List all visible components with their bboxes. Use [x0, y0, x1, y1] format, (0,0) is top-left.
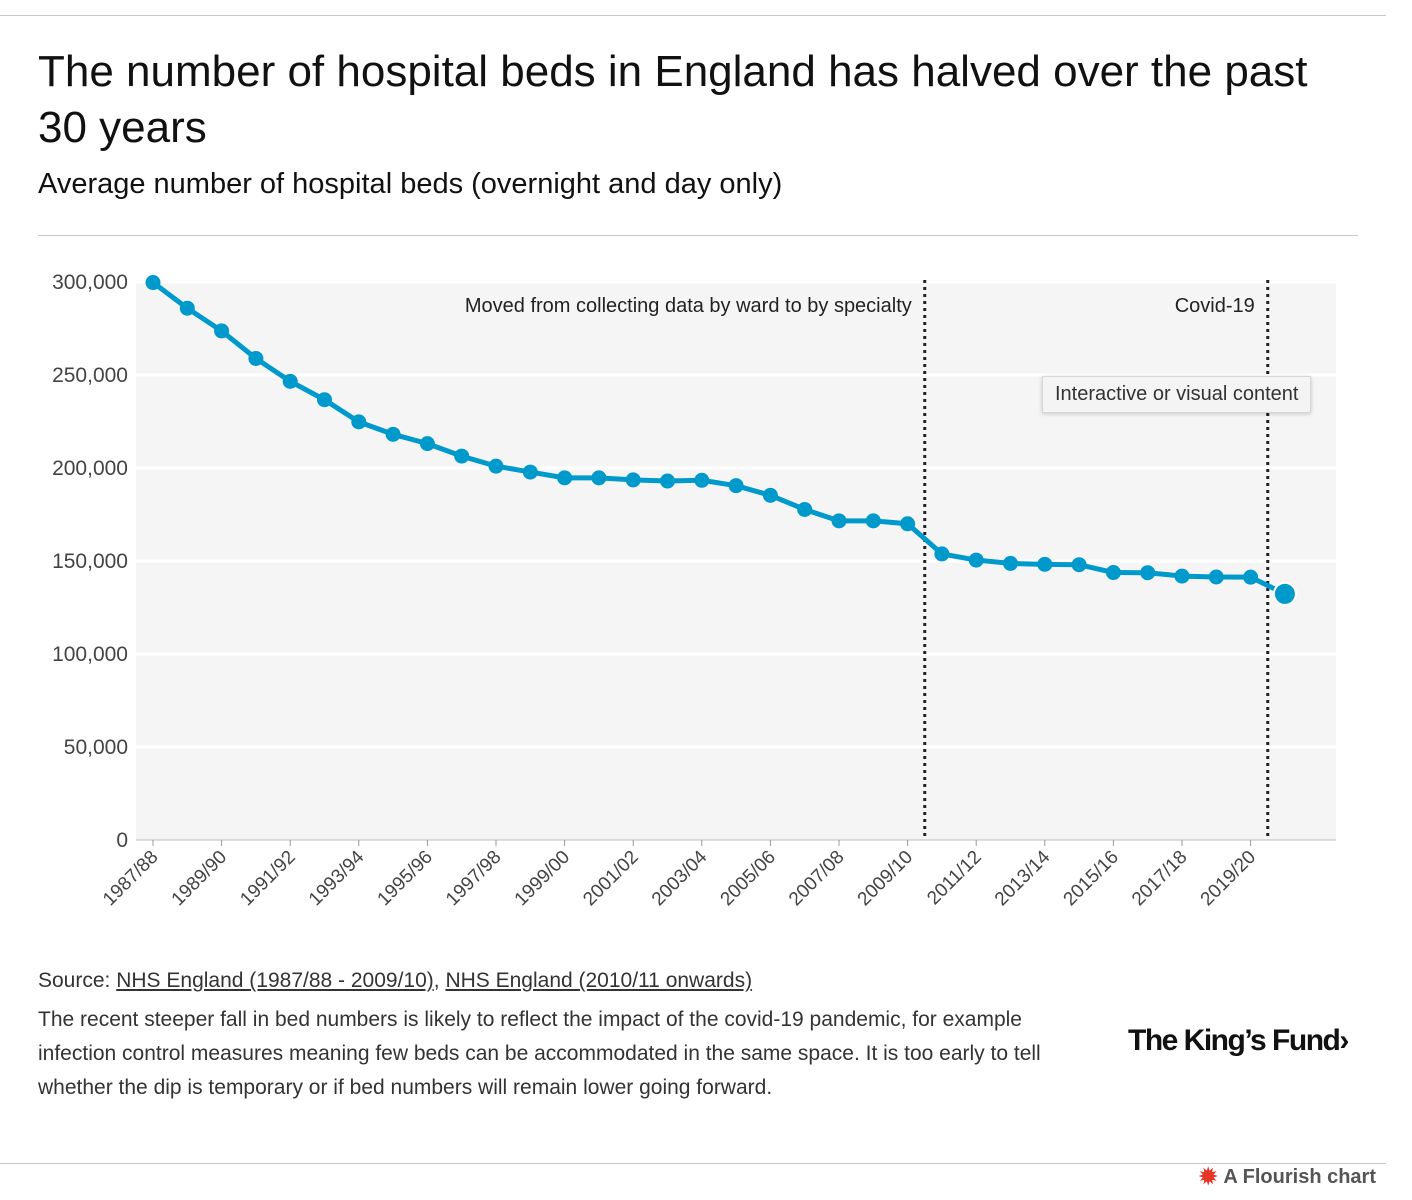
data-point[interactable] — [1037, 556, 1053, 572]
footnote: The recent steeper fall in bed numbers i… — [38, 1008, 1041, 1099]
x-tick-label: 1987/88 — [99, 847, 162, 910]
source-prefix: Source: — [38, 969, 117, 992]
top-rule — [0, 15, 1386, 16]
data-point[interactable] — [1174, 568, 1190, 584]
chart-subtitle: Average number of hospital beds (overnig… — [38, 168, 783, 200]
kings-fund-logo[interactable]: The King’s Fund› — [1128, 1024, 1349, 1057]
data-point[interactable] — [694, 472, 710, 488]
source-link-1[interactable]: NHS England (1987/88 - 2009/10) — [116, 969, 434, 992]
data-point[interactable] — [385, 426, 401, 442]
data-point[interactable] — [522, 464, 538, 480]
series-line-hospital-beds — [151, 280, 1286, 597]
flourish-credit[interactable]: ✹ A Flourish chart — [1199, 1164, 1376, 1190]
x-tick-label: 2013/14 — [991, 846, 1055, 910]
data-point[interactable] — [248, 350, 264, 366]
x-tick-label: 1991/92 — [236, 847, 299, 910]
data-point[interactable] — [1071, 557, 1087, 573]
header-rule — [38, 235, 1358, 236]
x-tick-label: 2009/10 — [854, 847, 917, 910]
y-tick-label: 0 — [116, 829, 128, 852]
x-tick-label: 1989/90 — [168, 847, 231, 910]
data-point[interactable] — [282, 373, 298, 389]
data-points — [145, 275, 1297, 606]
data-point[interactable] — [625, 472, 641, 488]
data-point[interactable] — [934, 546, 950, 562]
y-tick-label: 150,000 — [52, 550, 128, 573]
data-point[interactable] — [591, 470, 607, 486]
data-point[interactable] — [351, 414, 367, 430]
data-point[interactable] — [1243, 569, 1259, 585]
data-point[interactable] — [1140, 565, 1156, 581]
annotation-label: Moved from collecting data by ward to by… — [465, 295, 912, 317]
y-tick-label: 300,000 — [52, 271, 128, 294]
data-point[interactable] — [317, 392, 332, 408]
x-tick-label: 2019/20 — [1197, 847, 1260, 910]
flourish-star-icon: ✹ — [1198, 1164, 1218, 1189]
x-tick-label: 1997/98 — [442, 847, 505, 910]
x-tick-label: 2015/16 — [1060, 847, 1123, 910]
data-point[interactable] — [865, 513, 881, 529]
flourish-credit-label: A Flourish chart — [1223, 1165, 1376, 1188]
source-line: Source: NHS England (1987/88 - 2009/10),… — [38, 969, 752, 993]
y-tick-label: 200,000 — [52, 457, 128, 480]
x-tick-label: 1993/94 — [305, 846, 369, 910]
data-point[interactable] — [557, 470, 573, 486]
chart-title: The number of hospital beds in England h… — [38, 47, 1308, 152]
data-point[interactable] — [1208, 569, 1224, 585]
data-point[interactable] — [1105, 565, 1121, 581]
data-point[interactable] — [1003, 555, 1018, 571]
x-axis: 1987/88 1989/90 1991/92 1993/94 1995/96 1997/… — [99, 840, 1260, 910]
data-point[interactable] — [660, 473, 675, 489]
data-point[interactable] — [1272, 581, 1297, 606]
data-point[interactable] — [454, 448, 470, 464]
data-point[interactable] — [900, 516, 916, 532]
y-tick-label: 50,000 — [64, 736, 128, 759]
data-point[interactable] — [488, 458, 504, 474]
x-tick-label: 2005/06 — [717, 847, 780, 910]
source-separator: , — [433, 969, 446, 992]
data-point[interactable] — [419, 436, 435, 452]
data-point[interactable] — [214, 323, 230, 339]
data-point[interactable] — [145, 275, 161, 291]
bottom-rule — [0, 1163, 1386, 1164]
x-tick-label: 2003/04 — [648, 846, 712, 910]
data-point[interactable] — [762, 487, 778, 503]
annotations: Moved from collecting data by ward to by… — [465, 280, 1270, 840]
data-point[interactable] — [831, 513, 847, 529]
data-point[interactable] — [968, 552, 984, 568]
data-point[interactable] — [728, 478, 744, 494]
line-chart[interactable]: 0 50,000 100,000 150,000 200,000 250,000 300,0… — [0, 250, 1412, 950]
x-tick-label: 2001/02 — [579, 847, 642, 910]
y-tick-label: 250,000 — [52, 364, 128, 387]
annotation-label: Covid-19 — [1175, 295, 1255, 317]
x-tick-label: 2007/08 — [785, 847, 848, 910]
data-point[interactable] — [179, 300, 195, 316]
y-tick-label: 100,000 — [52, 643, 128, 666]
grid-lines — [136, 280, 1336, 841]
tooltip: Interactive or visual content — [1042, 376, 1312, 413]
x-tick-label: 2011/12 — [923, 847, 985, 909]
x-tick-label: 2017/18 — [1128, 847, 1191, 910]
x-tick-label: 1999/00 — [511, 847, 574, 910]
y-axis: 0 50,000 100,000 150,000 200,000 250,000 300,0… — [52, 271, 128, 852]
data-point[interactable] — [797, 501, 813, 517]
source-link-2[interactable]: NHS England (2010/11 onwards) — [445, 969, 753, 992]
x-tick-label: 1995/96 — [374, 847, 437, 910]
